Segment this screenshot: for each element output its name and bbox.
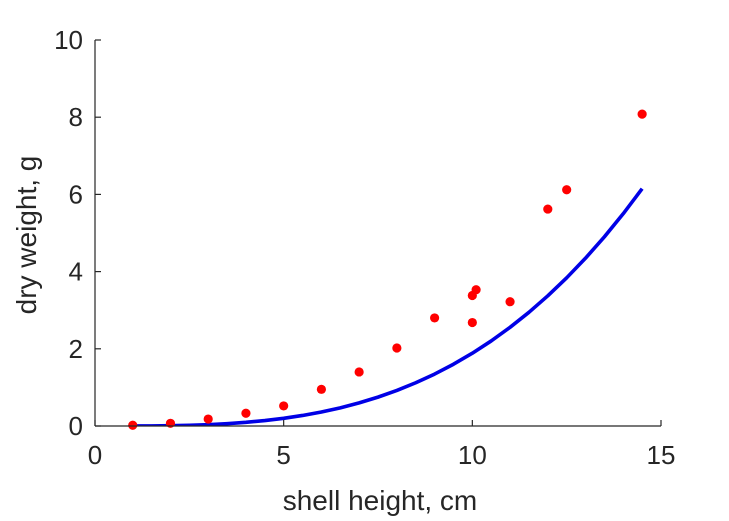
data-point bbox=[203, 414, 213, 424]
data-point bbox=[430, 313, 440, 323]
data-point bbox=[241, 408, 251, 418]
y-tick-label: 4 bbox=[69, 257, 83, 287]
x-tick-label: 15 bbox=[647, 440, 676, 470]
y-tick-label: 10 bbox=[54, 25, 83, 55]
y-tick-label: 2 bbox=[69, 334, 83, 364]
x-tick-label: 0 bbox=[88, 440, 102, 470]
axes: 0 5 10 15 0 2 4 6 8 10 bbox=[54, 25, 675, 470]
y-tick-label: 8 bbox=[69, 102, 83, 132]
y-tick-label: 0 bbox=[69, 411, 83, 441]
plot-area bbox=[128, 109, 647, 430]
data-point bbox=[128, 420, 138, 430]
data-point bbox=[471, 285, 481, 295]
data-point bbox=[505, 297, 515, 307]
data-point bbox=[467, 317, 477, 328]
x-tick-label: 10 bbox=[458, 440, 487, 470]
x-axis-label: shell height, cm bbox=[283, 485, 478, 516]
data-point bbox=[279, 401, 289, 411]
y-axis-label: dry weight, g bbox=[11, 156, 42, 315]
y-tick-label: 6 bbox=[69, 179, 83, 209]
data-point bbox=[637, 109, 647, 119]
data-point bbox=[543, 204, 553, 214]
data-point bbox=[562, 185, 572, 195]
data-point bbox=[316, 384, 326, 394]
fit-curve-line bbox=[132, 187, 644, 426]
x-tick-label: 5 bbox=[276, 440, 290, 470]
data-point bbox=[354, 367, 364, 377]
data-point bbox=[392, 343, 402, 353]
